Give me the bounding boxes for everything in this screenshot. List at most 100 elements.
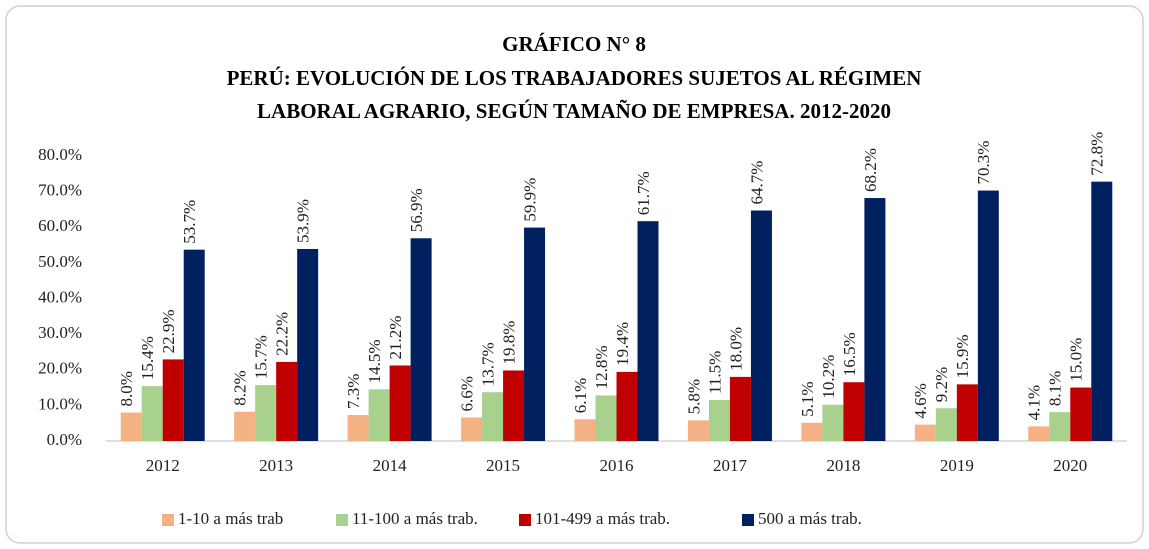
value-label: 8.0% <box>117 371 136 406</box>
bar <box>410 238 432 441</box>
value-label: 6.1% <box>571 378 590 413</box>
bar <box>276 361 298 441</box>
value-label: 15.0% <box>1067 338 1086 382</box>
x-tick-label: 2019 <box>940 456 974 475</box>
bar <box>637 221 659 441</box>
legend-label: 1-10 a más trab <box>178 509 283 528</box>
bar <box>482 392 504 441</box>
bar <box>1028 426 1050 441</box>
x-tick-label: 2017 <box>713 456 748 475</box>
x-tick-label: 2018 <box>826 456 860 475</box>
value-label: 68.2% <box>861 148 880 192</box>
value-label: 15.4% <box>138 336 157 380</box>
bar <box>977 190 999 441</box>
x-tick-label: 2012 <box>146 456 180 475</box>
legend-swatch <box>742 514 754 526</box>
legend-label: 500 a más trab. <box>758 509 862 528</box>
value-label: 15.7% <box>252 335 271 379</box>
chart-title: LABORAL AGRARIO, SEGÚN TAMAÑO DE EMPRESA… <box>257 99 891 123</box>
value-label: 10.2% <box>819 355 838 399</box>
bar <box>843 382 865 441</box>
bar <box>141 386 163 441</box>
value-label: 53.7% <box>180 200 199 244</box>
bar <box>183 249 205 441</box>
bar <box>389 365 411 441</box>
bar <box>864 198 886 441</box>
value-label: 4.6% <box>911 383 930 418</box>
bar <box>595 395 617 441</box>
value-label: 6.6% <box>457 376 476 411</box>
x-tick-label: 2014 <box>373 456 408 475</box>
bar <box>120 412 142 441</box>
bar <box>935 408 957 441</box>
legend-label: 11-100 a más trab. <box>352 509 478 528</box>
legend-swatch <box>336 514 348 526</box>
bar <box>1049 412 1071 441</box>
x-tick-label: 2015 <box>486 456 520 475</box>
y-tick-label: 40.0% <box>38 287 82 306</box>
value-label: 19.8% <box>499 321 518 365</box>
bar <box>524 227 546 441</box>
bar <box>297 248 319 441</box>
y-tick-label: 60.0% <box>38 216 82 235</box>
legend-swatch <box>162 514 174 526</box>
chart-title: PERÚ: EVOLUCIÓN DE LOS TRABAJADORES SUJE… <box>227 66 922 90</box>
bar <box>914 424 936 441</box>
value-label: 8.2% <box>231 370 250 405</box>
bar <box>729 376 751 441</box>
bar <box>347 414 369 441</box>
value-label: 11.5% <box>705 351 724 394</box>
value-label: 56.9% <box>407 188 426 232</box>
value-label: 14.5% <box>365 339 384 383</box>
value-label: 22.9% <box>159 309 178 353</box>
value-label: 5.1% <box>798 381 817 416</box>
value-label: 9.2% <box>932 367 951 402</box>
value-label: 22.2% <box>273 312 292 356</box>
value-label: 8.1% <box>1046 371 1065 406</box>
x-tick-label: 2013 <box>259 456 293 475</box>
x-tick-label: 2016 <box>600 456 634 475</box>
value-label: 59.9% <box>520 178 539 222</box>
bar <box>801 422 823 441</box>
y-tick-label: 80.0% <box>38 145 82 164</box>
legend-swatch <box>519 514 531 526</box>
bar <box>368 389 390 441</box>
value-label: 53.9% <box>294 199 313 243</box>
value-label: 5.8% <box>684 379 703 414</box>
bar <box>822 404 844 441</box>
bar <box>687 420 709 441</box>
value-label: 16.5% <box>840 332 859 376</box>
x-tick-label: 2020 <box>1053 456 1087 475</box>
legend-label: 101-499 a más trab. <box>535 509 670 528</box>
bar <box>750 210 772 441</box>
bar <box>574 419 596 441</box>
bar <box>503 370 525 441</box>
value-label: 72.8% <box>1088 132 1107 176</box>
bar <box>1070 387 1092 441</box>
y-tick-label: 10.0% <box>38 394 82 413</box>
bar <box>461 417 483 441</box>
bar <box>616 371 638 441</box>
bar <box>255 385 277 441</box>
value-label: 61.7% <box>634 171 653 215</box>
value-label: 70.3% <box>974 141 993 185</box>
value-label: 7.3% <box>344 374 363 409</box>
value-label: 21.2% <box>386 316 405 360</box>
y-tick-label: 0.0% <box>47 430 82 449</box>
y-tick-label: 50.0% <box>38 252 82 271</box>
bar <box>1091 181 1113 441</box>
y-tick-label: 70.0% <box>38 181 82 200</box>
y-tick-label: 20.0% <box>38 359 82 378</box>
value-label: 4.1% <box>1025 385 1044 420</box>
value-label: 15.9% <box>953 334 972 378</box>
value-label: 12.8% <box>592 345 611 389</box>
value-label: 19.4% <box>613 322 632 366</box>
value-label: 18.0% <box>726 327 745 371</box>
bar <box>234 411 256 441</box>
bar <box>956 384 978 441</box>
value-label: 64.7% <box>747 161 766 205</box>
value-label: 13.7% <box>478 342 497 386</box>
bar <box>162 359 184 441</box>
chart-title: GRÁFICO N° 8 <box>502 32 646 56</box>
